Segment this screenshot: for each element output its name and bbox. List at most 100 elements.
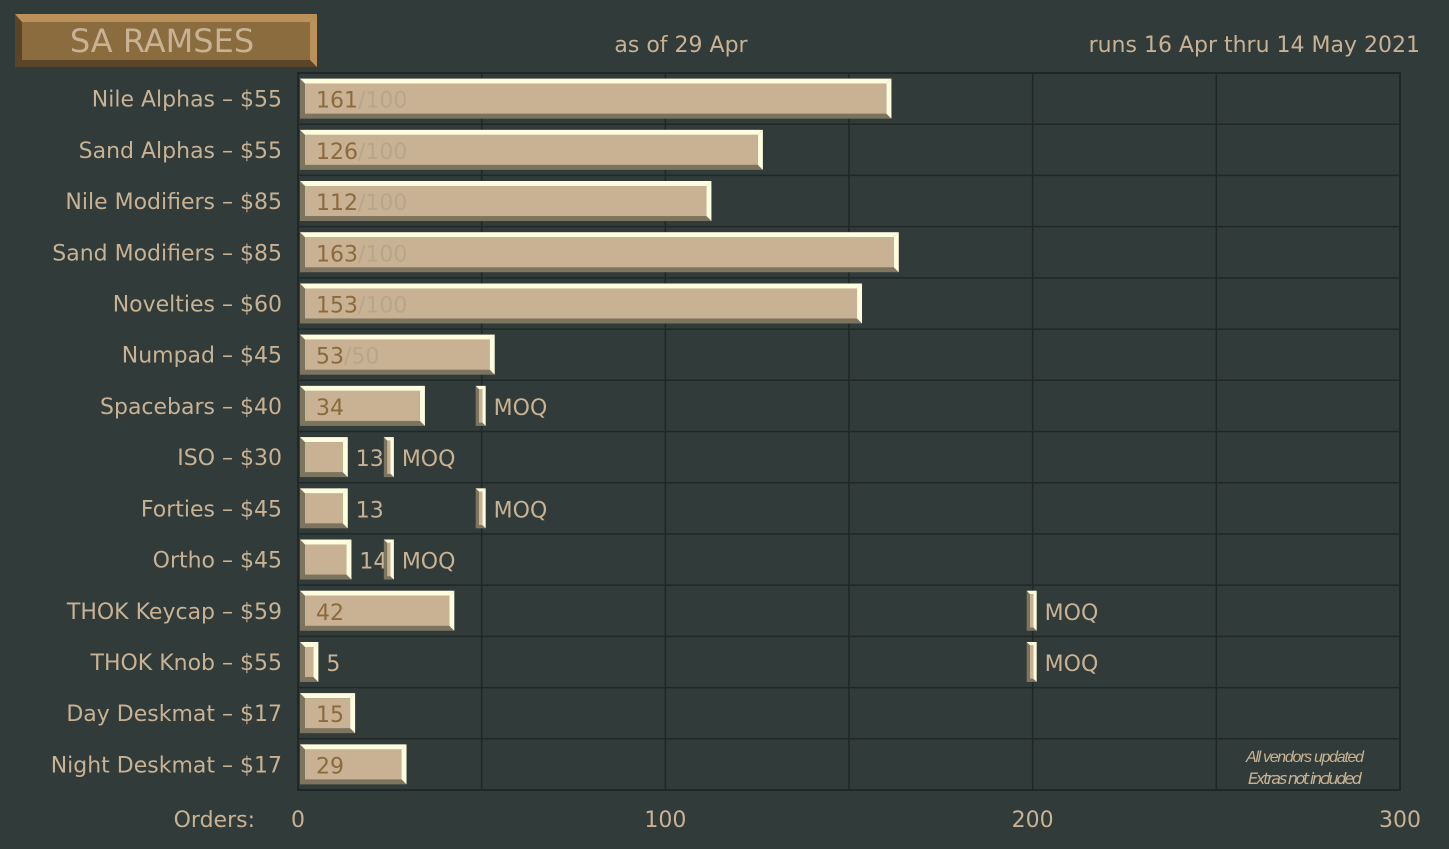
category-label: Forties – $45 bbox=[141, 497, 282, 522]
moq-label: MOQ bbox=[1045, 652, 1099, 677]
title-box: SA RAMSES bbox=[15, 14, 317, 67]
bar-face bbox=[305, 134, 758, 165]
bar-top-edge bbox=[300, 437, 348, 443]
value-label: 29 bbox=[316, 754, 344, 779]
category-label: Ortho – $45 bbox=[153, 549, 282, 574]
bar-right-edge bbox=[401, 744, 407, 785]
bar-face bbox=[305, 595, 450, 626]
moq-marker-face bbox=[387, 440, 391, 474]
category-label: Sand Modifiers – $85 bbox=[52, 241, 282, 266]
bar-top-edge bbox=[300, 744, 407, 750]
bar-right-edge bbox=[342, 437, 348, 478]
bar-face bbox=[305, 646, 314, 677]
as-of-date: as of 29 Apr bbox=[614, 33, 748, 58]
bar-face bbox=[305, 390, 420, 421]
x-tick-label: 300 bbox=[1379, 808, 1421, 833]
bar-top-edge bbox=[300, 641, 319, 647]
bar-top-edge bbox=[300, 181, 712, 187]
moq-marker-right-edge bbox=[482, 385, 486, 426]
moq-label: MOQ bbox=[402, 447, 456, 472]
category-label: Day Deskmat – $17 bbox=[66, 702, 282, 727]
bar-right-edge bbox=[489, 334, 495, 375]
value-label: 163/100 bbox=[316, 242, 407, 267]
moq-marker-top-edge bbox=[1026, 641, 1037, 646]
note-line-1: All vendors updated bbox=[1245, 749, 1365, 766]
bar-face bbox=[305, 442, 343, 473]
bar bbox=[300, 488, 348, 529]
bar-right-edge bbox=[313, 641, 319, 682]
bar-face bbox=[305, 493, 343, 524]
plot-frame bbox=[297, 72, 1401, 791]
value-label: 53/50 bbox=[316, 345, 379, 370]
bar bbox=[300, 129, 763, 170]
moq-marker-right-edge bbox=[1033, 590, 1037, 631]
bar bbox=[300, 693, 356, 734]
moq-label: MOQ bbox=[494, 498, 548, 523]
moq-marker-face bbox=[387, 542, 391, 577]
bar-face bbox=[305, 698, 351, 729]
moq-marker bbox=[383, 539, 394, 580]
value-label: 161/100 bbox=[316, 89, 407, 114]
moq-marker bbox=[383, 437, 394, 478]
bar-face bbox=[305, 237, 894, 268]
bar-right-edge bbox=[757, 129, 763, 170]
bar-right-edge bbox=[706, 181, 712, 222]
moq-marker-right-edge bbox=[390, 437, 394, 478]
bar-top-edge bbox=[300, 385, 425, 391]
note-line-2: Extras not included bbox=[1248, 769, 1363, 788]
category-label: Nile Alphas – $55 bbox=[92, 88, 282, 113]
moq-marker-face bbox=[1030, 645, 1034, 679]
value-label: 112/100 bbox=[316, 191, 407, 216]
moq-label: MOQ bbox=[494, 396, 548, 421]
value-label: 13 bbox=[356, 447, 384, 472]
value-label: 126/100 bbox=[316, 140, 407, 165]
category-label: Novelties – $60 bbox=[113, 292, 282, 317]
moq-marker-right-edge bbox=[482, 488, 486, 529]
moq-marker-face bbox=[1030, 594, 1034, 628]
chart-title: SA RAMSES bbox=[70, 22, 254, 60]
category-label: Nile Modifiers – $85 bbox=[65, 190, 282, 215]
value-label: 5 bbox=[326, 652, 340, 677]
value-label: 15 bbox=[316, 703, 344, 728]
value-label: 13 bbox=[356, 498, 384, 523]
bar-right-edge bbox=[350, 693, 356, 734]
category-label: THOK Keycap – $59 bbox=[66, 600, 282, 625]
bar bbox=[300, 641, 319, 682]
bar-face bbox=[305, 339, 490, 370]
moq-marker-top-edge bbox=[1026, 590, 1037, 595]
moq-label: MOQ bbox=[402, 550, 456, 575]
bar bbox=[300, 590, 455, 631]
bar-right-edge bbox=[419, 385, 425, 426]
bar-face bbox=[305, 544, 347, 575]
moq-marker-face bbox=[479, 491, 483, 525]
moq-marker-top-edge bbox=[475, 488, 486, 492]
value-label: 153/100 bbox=[316, 293, 407, 318]
category-label: Numpad – $45 bbox=[122, 344, 282, 369]
value-label: 34 bbox=[316, 396, 344, 421]
bar-top-edge bbox=[300, 539, 352, 545]
moq-label: MOQ bbox=[1045, 601, 1099, 626]
bar-right-edge bbox=[342, 488, 348, 529]
category-label: ISO – $30 bbox=[177, 446, 282, 471]
bar-face bbox=[305, 288, 858, 319]
run-dates: runs 16 Apr thru 14 May 2021 bbox=[1089, 33, 1420, 58]
bar-top-edge bbox=[300, 129, 763, 135]
bar bbox=[300, 181, 712, 222]
bar-top-edge bbox=[300, 283, 863, 289]
moq-marker bbox=[1026, 641, 1037, 682]
bar-top-edge bbox=[300, 590, 455, 596]
moq-marker bbox=[475, 488, 486, 529]
x-axis-label: Orders: bbox=[174, 808, 255, 833]
bar-right-edge bbox=[886, 78, 892, 119]
moq-marker-right-edge bbox=[1033, 641, 1037, 682]
bar bbox=[300, 232, 899, 273]
moq-marker-face bbox=[479, 389, 483, 423]
bar-top-edge bbox=[300, 334, 495, 340]
bar-face bbox=[305, 186, 707, 217]
bar-face bbox=[305, 749, 402, 780]
bar bbox=[300, 539, 352, 580]
bar bbox=[300, 283, 863, 324]
x-tick-label: 100 bbox=[644, 808, 686, 833]
bar-top-edge bbox=[300, 78, 892, 84]
